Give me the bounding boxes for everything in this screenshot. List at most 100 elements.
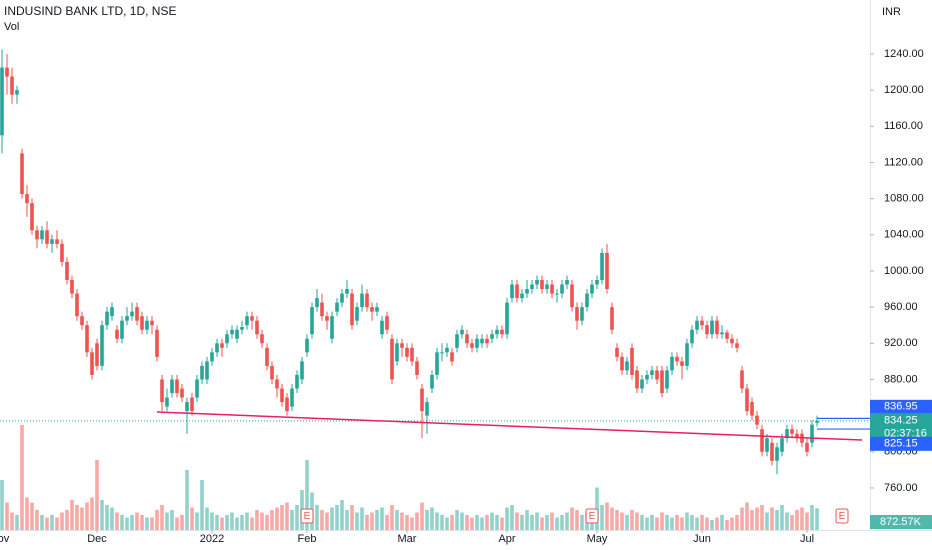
candle-body [25,194,29,204]
volume-bar [120,515,124,530]
candle-body [190,397,194,412]
volume-bar [580,515,584,530]
volume-bar [320,510,324,530]
candle-body [185,402,189,412]
candle-body [240,327,244,330]
candle-body [150,320,154,326]
volume-bar [80,507,84,530]
volume-bar [0,480,4,530]
candle-body [210,352,214,362]
y-tick-label: 960.00 [884,301,918,313]
volume-bar [410,517,414,530]
candle-body [135,307,139,321]
candle-body [610,307,614,330]
volume-bar [10,512,14,530]
volume-bar [785,512,789,530]
candle-body [65,261,69,281]
volume-bar [690,515,694,530]
volume-bar [730,517,734,530]
volume-bar [495,515,499,530]
candle-body [555,293,559,295]
candle-body [745,388,749,412]
volume-bar [445,517,449,530]
candle-body [110,307,114,317]
volume-bar [15,515,19,530]
price-tag-label: 825.15 [884,438,918,450]
candle-body [120,320,124,339]
x-tick-label: May [587,533,608,545]
volume-bar [735,515,739,530]
volume-bar [695,517,699,530]
price-tag-label: 836.95 [884,401,918,413]
volume-bar [215,515,219,530]
candle-body [540,280,544,290]
volume-bar [810,505,814,530]
candle-body [115,329,119,339]
volume-bar [420,502,424,530]
candle-body [465,334,469,344]
candle-body [750,402,754,416]
candle-body [730,338,734,344]
volume-bar [795,510,799,530]
volume-bar [515,512,519,530]
candle-body [280,388,284,403]
candle-body [595,280,599,285]
volume-title: Vol [4,21,19,33]
candle-body [205,361,209,380]
candle-body [625,361,629,371]
volume-bar [700,515,704,530]
volume-bar [765,512,769,530]
candle-body [270,365,274,380]
volume-bar [630,510,634,530]
candle-body [75,293,79,317]
x-tick-label: Jul [800,533,814,545]
candle-body [285,397,289,412]
x-tick-label: Feb [298,533,317,545]
volume-bar [530,515,534,530]
candle-body [710,320,714,335]
volume-bar [345,510,349,530]
volume-bar [500,517,504,530]
candle-body [10,76,14,95]
candle-body [650,370,654,375]
volume-bar [485,515,489,530]
candle-body [545,284,549,290]
candle-body [550,284,554,294]
volume-bar [455,510,459,530]
volume-bar [680,517,684,530]
candle-body [85,325,89,353]
candle-body [225,334,229,344]
candle-body [435,352,439,375]
candle-body [530,284,534,290]
volume-bar [295,505,299,530]
candle-body [485,338,489,344]
candle-body [360,293,364,308]
candle-body [80,316,84,326]
candle-body [5,67,9,77]
volume-bar [620,512,624,530]
candle-body [735,343,739,348]
earnings-label: E [839,511,846,522]
volume-bar [525,510,529,530]
candle-body [430,374,434,389]
x-tick-label: Jun [693,533,711,545]
candle-body [145,320,149,330]
candle-body [130,311,134,317]
volume-bar [190,507,194,530]
volume-bar [170,510,174,530]
candle-body [315,298,319,308]
y-tick-label: 880.00 [884,373,918,385]
volume-bar [650,515,654,530]
volume-bar [175,517,179,530]
candle-body [375,307,379,312]
candle-body [370,307,374,312]
candle-body [795,433,799,439]
candle-body [560,284,564,294]
volume-bar [605,502,609,530]
volume-bar [385,515,389,530]
volume-bar [110,507,114,530]
candle-body [220,343,224,348]
candle-body [445,347,449,353]
volume-bar [200,480,204,530]
